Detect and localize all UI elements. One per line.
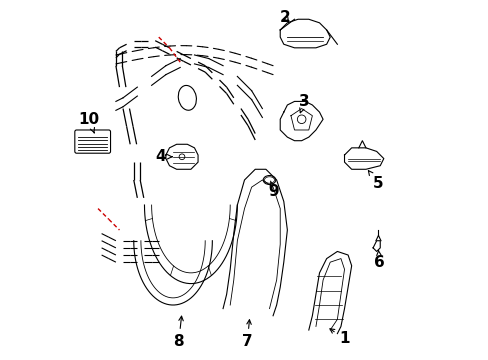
Text: 3: 3 [299, 94, 309, 113]
Text: 2: 2 [280, 10, 290, 25]
Text: 9: 9 [268, 181, 279, 199]
Text: 4: 4 [155, 149, 172, 164]
Text: 7: 7 [242, 320, 252, 349]
Text: 6: 6 [373, 250, 384, 270]
Text: 1: 1 [329, 329, 349, 346]
Text: 8: 8 [173, 316, 183, 349]
Text: 10: 10 [79, 112, 100, 133]
Text: 5: 5 [367, 171, 383, 191]
